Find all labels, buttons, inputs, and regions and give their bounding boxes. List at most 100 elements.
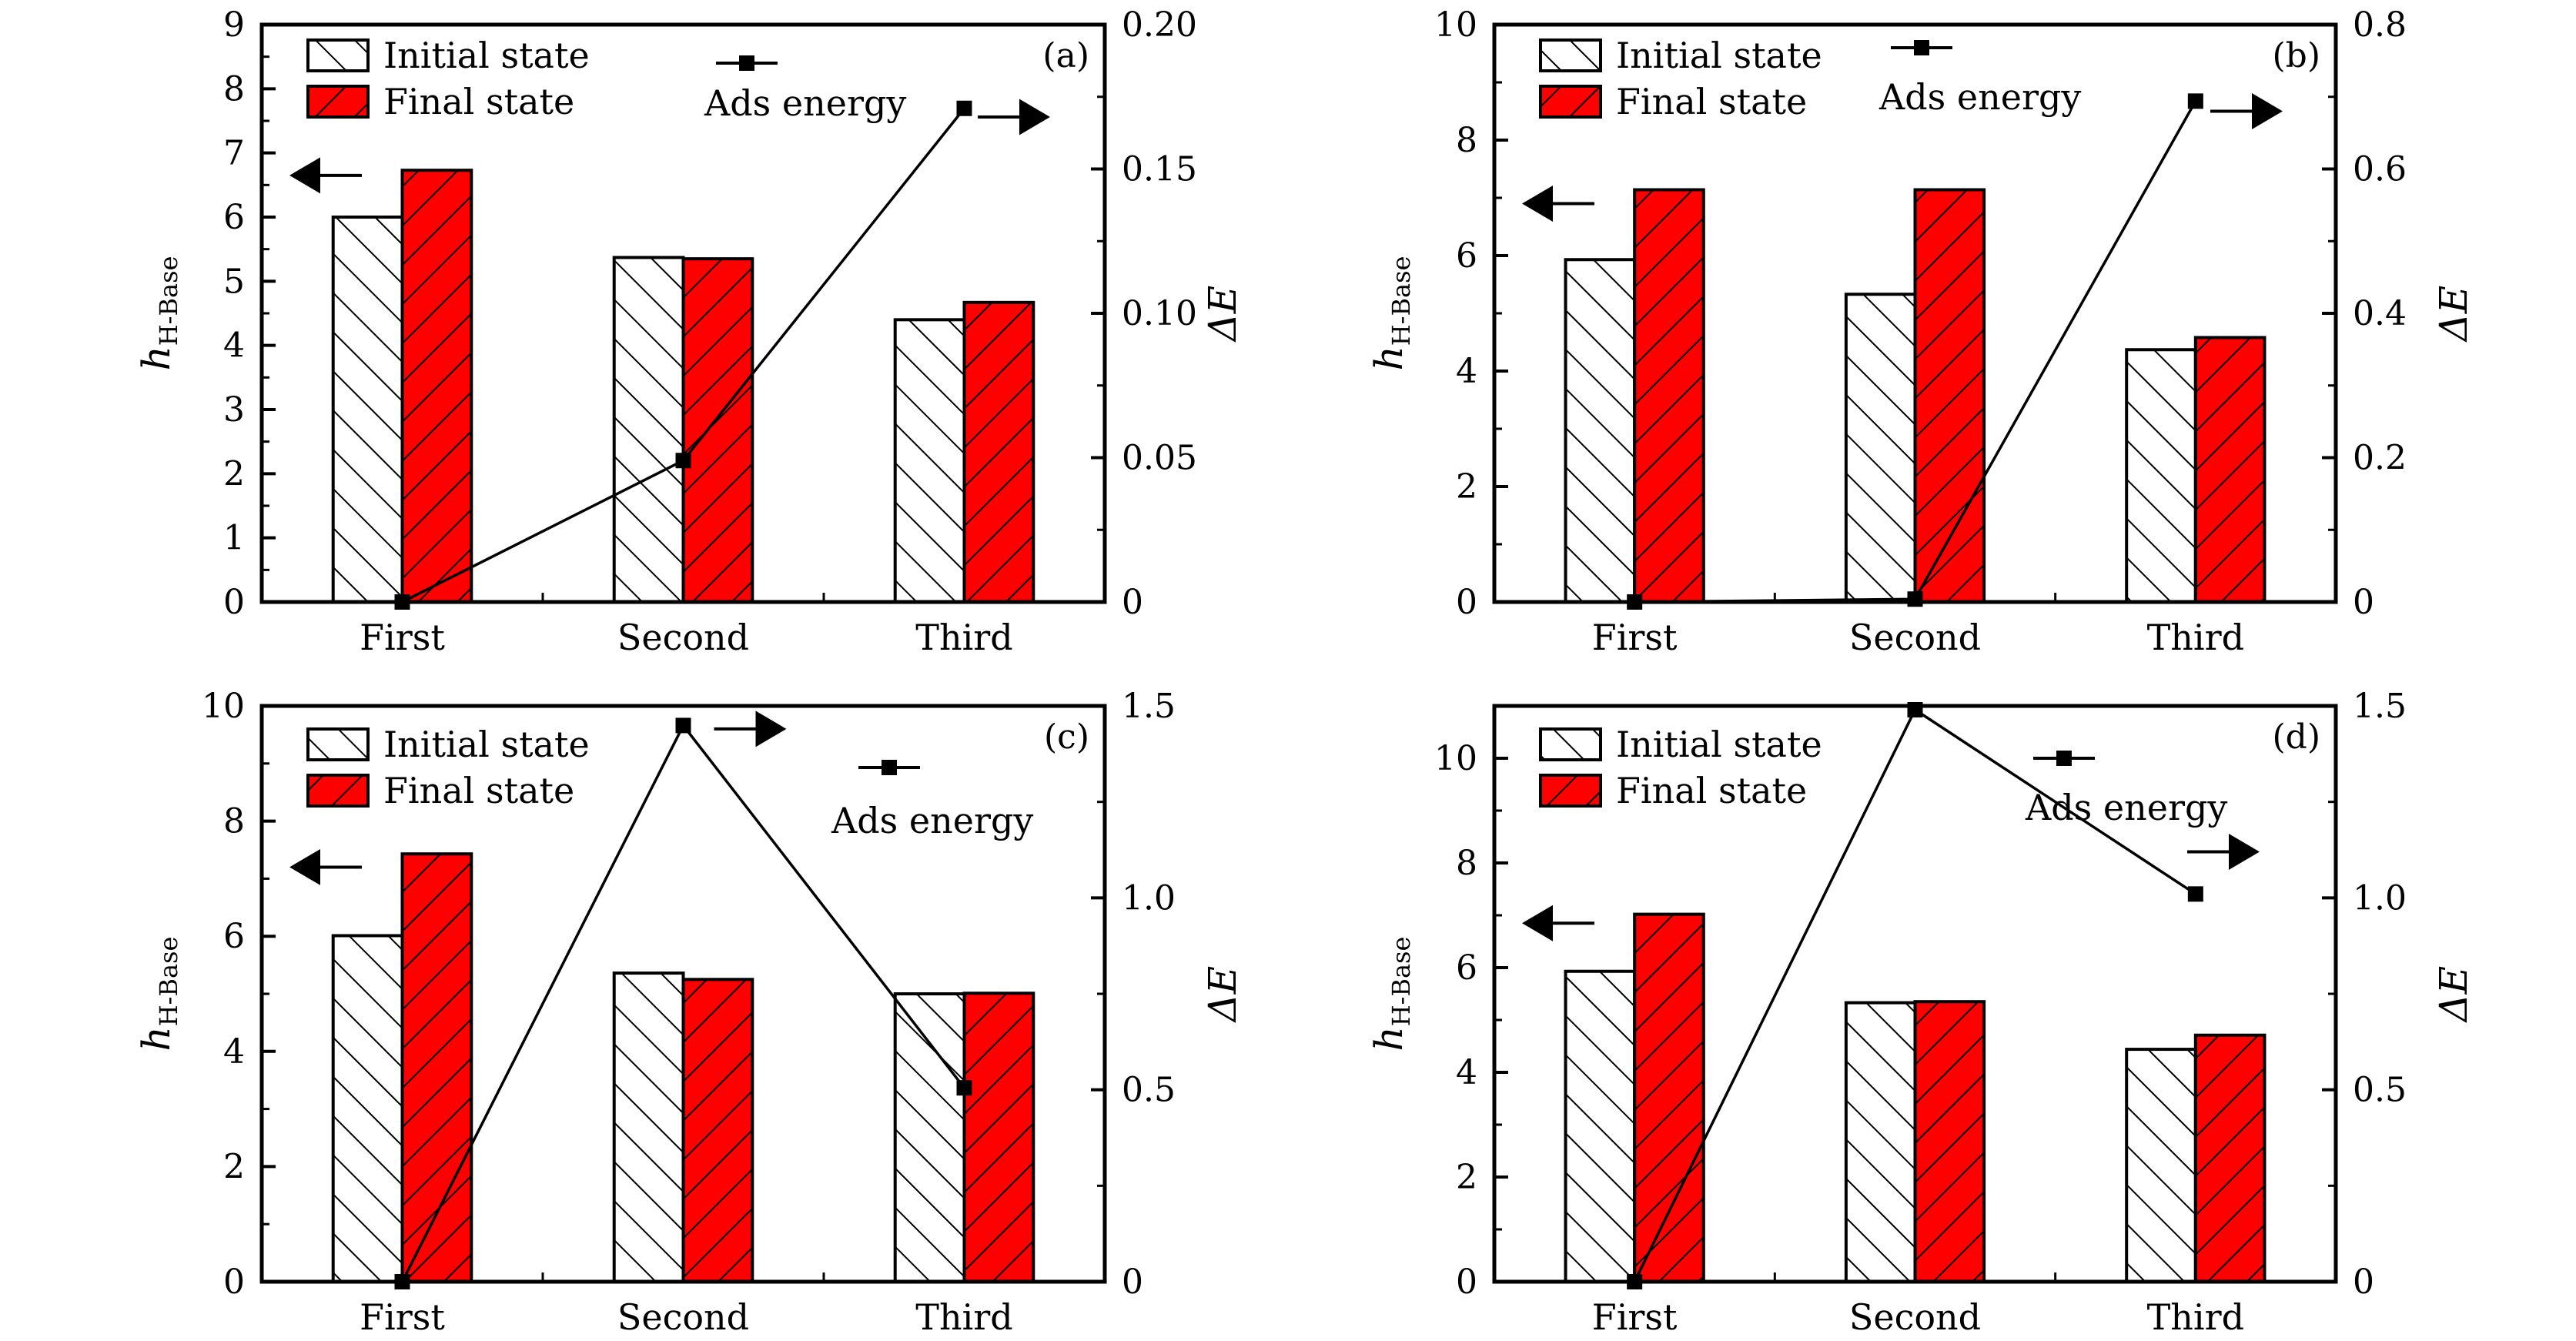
x-category-label: First [1592, 617, 1678, 658]
legend-label: Final state [383, 770, 574, 811]
ads-energy-point-third [956, 1080, 972, 1096]
x-category-label: Third [2147, 1296, 2244, 1338]
ads-energy-point-second [675, 717, 691, 734]
right-axis-arrow-icon [978, 99, 1050, 135]
panel-label: (c) [1044, 717, 1089, 757]
left-axis-arrow-icon [1522, 186, 1594, 222]
left-tick-label: 0 [1456, 1262, 1477, 1302]
x-category-label: First [1592, 1296, 1678, 1338]
left-axis-title-subscript: H-Base [1387, 937, 1416, 1027]
bar-final-state-second [1913, 188, 1986, 604]
right-axis-arrow-icon [714, 711, 787, 747]
right-tick-label: 0.2 [2353, 439, 2407, 478]
bar-final-state-second [1913, 1000, 1986, 1283]
left-tick-label: 2 [1456, 1158, 1477, 1197]
ads-energy-point-third [2187, 93, 2203, 109]
left-tick-label: 8 [223, 802, 245, 841]
legend-swatch-final-state [1539, 774, 1602, 808]
left-tick-label: 8 [223, 69, 245, 109]
right-tick-label: 1.0 [2353, 878, 2407, 918]
left-axis-title: hH-Base [1367, 256, 1416, 371]
left-tick-label: 2 [1456, 467, 1477, 507]
left-axis-title: hH-Base [134, 256, 183, 371]
legend-label: Initial state [383, 35, 590, 76]
panel-label: (d) [2273, 717, 2321, 757]
left-tick-label: 5 [223, 262, 245, 301]
bar-final-state-third [2193, 1033, 2267, 1283]
ads-energy-point-second [1907, 591, 1923, 607]
left-tick-label: 10 [1434, 5, 1477, 45]
legend-swatch-final-state [306, 85, 370, 119]
legend-label-ads-energy: Ads energy [1878, 76, 2081, 118]
legend-label: Initial state [383, 724, 590, 765]
right-tick-label: 0.5 [1122, 1071, 1176, 1110]
left-axis-title-symbol: h [1367, 346, 1411, 370]
bar-final-state-second [681, 978, 754, 1284]
chart-panel-c: 0 2 4 6 8 10 0 0.5 1.0 1.5 First Second Third hH-Base… [134, 687, 1245, 1338]
bar-initial-state-second [612, 256, 685, 604]
right-axis-title: ΔE [1200, 966, 1245, 1024]
legend-swatch-initial-state [306, 38, 370, 72]
right-tick-label: 1.0 [1122, 878, 1176, 918]
left-tick-label: 1 [223, 519, 245, 558]
legend-swatch-final-state [1539, 85, 1602, 119]
right-tick-label: 0.20 [1122, 5, 1197, 45]
left-tick-label: 7 [223, 134, 245, 173]
left-tick-label: 10 [1434, 739, 1477, 778]
left-tick-label: 8 [1456, 844, 1477, 883]
left-tick-label: 4 [1456, 352, 1477, 391]
right-tick-label: 0.8 [2353, 5, 2407, 45]
right-tick-label: 0.6 [2353, 150, 2407, 189]
left-tick-label: 0 [1456, 583, 1477, 622]
bar-initial-state-first [331, 934, 404, 1284]
bar-initial-state-first [331, 216, 404, 604]
legend-label-ads-energy: Ads energy [704, 82, 906, 124]
legend-label: Final state [1616, 770, 1807, 811]
right-tick-label: 1.5 [2353, 687, 2407, 726]
ads-energy-point-third [2187, 886, 2203, 902]
bar-final-state-third [2193, 336, 2267, 604]
left-tick-label: 8 [1456, 121, 1477, 160]
right-tick-label: 0.5 [2353, 1071, 2407, 1110]
right-axis-title: ΔE [2431, 966, 2476, 1024]
left-axis-title-symbol: h [1367, 1026, 1411, 1051]
legend-label: Initial state [1616, 724, 1822, 765]
bar-initial-state-first [1564, 258, 1637, 604]
left-tick-label: 4 [223, 326, 245, 366]
right-tick-label: 0 [1122, 1262, 1143, 1302]
x-category-label: Second [1849, 1296, 1981, 1338]
chart-panel-b: 0 2 4 6 8 10 0 0.2 0.4 0.6 0.8 First Second Third hH-B… [1367, 5, 2476, 658]
left-axis-title: hH-Base [134, 937, 183, 1052]
legend-square-marker [1914, 40, 1929, 55]
left-axis-arrow-icon [289, 157, 362, 194]
left-tick-label: 0 [223, 583, 245, 622]
legend-label: Final state [1616, 81, 1807, 122]
bar-initial-state-first [1564, 969, 1637, 1283]
legend-label: Initial state [1616, 35, 1822, 76]
right-axis-title: ΔE [1200, 286, 1245, 343]
legend-swatch-initial-state [1539, 727, 1602, 761]
legend-label-ads-energy: Ads energy [831, 800, 1033, 841]
bar-final-state-first [400, 169, 473, 604]
right-tick-label: 0.15 [1122, 150, 1197, 189]
right-tick-label: 0.4 [2353, 294, 2407, 333]
left-tick-label: 6 [223, 198, 245, 237]
legend-square-marker [739, 55, 754, 71]
x-category-label: First [360, 1296, 445, 1338]
right-tick-label: 0 [2353, 1262, 2374, 1302]
right-tick-label: 0.10 [1122, 294, 1197, 333]
left-axis-title: hH-Base [1367, 937, 1416, 1052]
left-axis-arrow-icon [1522, 905, 1594, 941]
left-axis-title-subscript: H-Base [154, 937, 183, 1027]
left-axis-title-subscript: H-Base [1387, 256, 1416, 346]
right-axis-title: ΔE [2431, 286, 2476, 343]
x-category-label: First [360, 617, 445, 658]
ads-energy-point-third [956, 100, 972, 116]
x-category-label: Second [617, 617, 749, 658]
bar-initial-state-third [2125, 348, 2197, 604]
legend-swatch-final-state [306, 774, 370, 808]
left-tick-label: 2 [223, 454, 245, 493]
legend-swatch-initial-state [1539, 38, 1602, 72]
right-tick-label: 0 [2353, 583, 2374, 622]
